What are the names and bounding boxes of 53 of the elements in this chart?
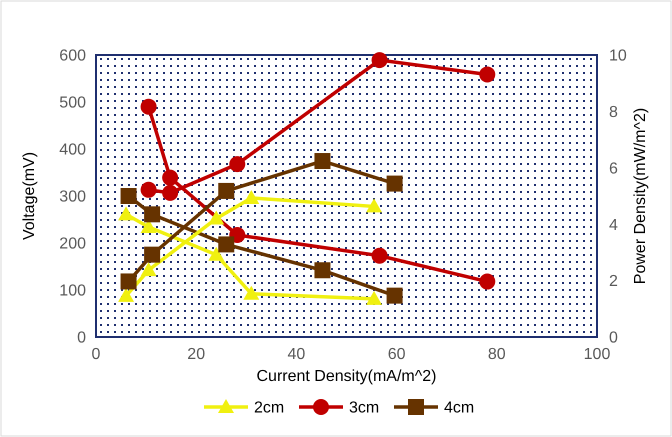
y2-tick-label: 2	[609, 273, 618, 290]
legend-label: 4cm	[444, 400, 474, 417]
point	[479, 66, 496, 82]
point	[386, 288, 403, 304]
point	[120, 273, 137, 290]
point	[229, 156, 246, 172]
y2-axis-title: Power Density(mW/m^2)	[632, 108, 649, 284]
point	[314, 153, 330, 170]
point	[120, 188, 137, 204]
legend-label: 3cm	[349, 400, 380, 417]
legend-label: 2cm	[254, 400, 284, 417]
y-tick-label: 300	[59, 188, 86, 206]
point	[208, 210, 224, 225]
point	[208, 246, 224, 261]
y-tick-label: 600	[59, 48, 86, 65]
point	[144, 206, 160, 222]
point	[144, 246, 160, 263]
x-tick-label: 0	[92, 346, 101, 363]
point	[372, 248, 388, 264]
point	[314, 262, 330, 278]
point	[386, 176, 403, 192]
point	[243, 190, 260, 204]
point	[218, 182, 234, 199]
point	[366, 198, 382, 212]
point	[140, 262, 157, 276]
x-tick-label: 40	[288, 346, 306, 363]
point	[118, 206, 134, 220]
y2-tick-label: 0	[609, 330, 618, 347]
point	[479, 274, 496, 290]
y-tick-label: 400	[59, 142, 86, 159]
y2-tick-label: 10	[609, 48, 627, 65]
point	[140, 98, 157, 115]
y-tick-label: 200	[59, 236, 86, 253]
y-tick-label: 100	[59, 282, 86, 300]
y2-tick-label: 6	[609, 160, 618, 178]
x-tick-label: 60	[388, 346, 406, 363]
x-tick-label: 20	[187, 346, 206, 363]
y-axis-title: Voltage(mV)	[21, 152, 38, 240]
y2-tick-label: 4	[609, 216, 618, 234]
x-tick-label: 80	[488, 346, 506, 363]
point	[162, 170, 178, 186]
y-tick-label: 500	[59, 94, 86, 112]
y2-tick-label: 8	[609, 104, 618, 121]
point	[162, 184, 178, 201]
x-tick-label: 100	[584, 346, 610, 363]
point	[140, 182, 157, 198]
x-axis-title: Current Density(mA/m^2)	[256, 368, 436, 385]
point	[243, 286, 260, 300]
point	[118, 288, 134, 302]
y-tick-label: 0	[77, 330, 86, 347]
point	[372, 52, 388, 68]
point	[218, 236, 234, 252]
point	[366, 290, 382, 305]
